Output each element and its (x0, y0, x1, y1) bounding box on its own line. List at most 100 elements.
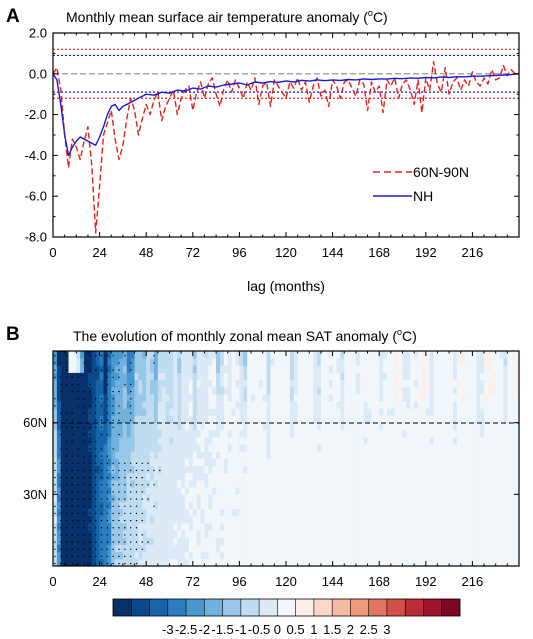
heatmap-cell (103, 365, 108, 373)
heatmap-cell (192, 458, 198, 467)
heatmap-cell (212, 444, 217, 452)
heatmap-cell (491, 537, 497, 545)
heatmap-cell (468, 451, 473, 459)
heatmap-cell (301, 394, 306, 402)
heatmap-cell (103, 451, 108, 459)
heatmap-cell (119, 544, 124, 553)
heatmap-cell (126, 501, 132, 510)
heatmap-cell (476, 394, 481, 402)
heatmap-cell (278, 530, 283, 538)
heatmap-cell (68, 422, 73, 431)
heatmap-cell (460, 394, 466, 402)
heatmap-cell (410, 551, 415, 560)
heatmap-cell (84, 394, 89, 402)
heatmap-cell (115, 365, 120, 373)
heatmap-cell (91, 494, 97, 502)
heatmap-cell (507, 458, 512, 467)
heatmap-cell (76, 472, 81, 481)
heatmap-cell (157, 494, 163, 502)
heatmap-cell (247, 408, 252, 416)
heatmap-cell (507, 394, 512, 402)
heatmap-cell (219, 530, 225, 538)
heatmap-cell (429, 472, 434, 481)
heatmap-cell (157, 458, 163, 467)
heatmap-cell (460, 544, 466, 553)
heatmap-cell (251, 429, 256, 438)
stipple-dot (83, 362, 85, 364)
heatmap-cell (297, 487, 302, 495)
heatmap-cell (196, 437, 201, 445)
heatmap-cell (406, 408, 411, 416)
heatmap-cell (270, 530, 275, 538)
heatmap-cell (449, 515, 454, 524)
heatmap-cell (146, 523, 151, 531)
stipple-dot (118, 491, 120, 493)
colorbar-swatch (368, 599, 388, 616)
heatmap-cell (324, 351, 330, 359)
heatmap-cell (91, 544, 97, 553)
heatmap-cell (119, 530, 124, 538)
heatmap-cell (270, 458, 275, 467)
heatmap-cell (390, 372, 396, 381)
heatmap-cell (414, 515, 419, 524)
heatmap-cell (99, 494, 104, 502)
stipple-dot (141, 462, 143, 464)
heatmap-cell (313, 480, 318, 488)
heatmap-cell (177, 465, 182, 474)
heatmap-cell (173, 508, 178, 517)
stipple-dot (95, 491, 97, 493)
heatmap-cell (313, 351, 318, 359)
stipple-dot (83, 519, 85, 522)
stipple-dot (54, 548, 56, 550)
heatmap-cell (200, 422, 205, 431)
stipple-dot (135, 484, 138, 486)
heatmap-cell (99, 365, 104, 373)
heatmap-cell (212, 372, 217, 381)
heatmap-cell (487, 551, 493, 560)
heatmap-cell (449, 444, 454, 452)
heatmap-cell (511, 451, 516, 459)
heatmap-cell (76, 365, 81, 373)
stipple-dot (60, 519, 62, 522)
heatmap-cell (390, 379, 396, 388)
heatmap-cell (324, 487, 330, 495)
heatmap-cell (414, 379, 419, 388)
heatmap-cell (56, 458, 62, 467)
heatmap-cell (204, 444, 209, 452)
heatmap-cell (386, 537, 392, 545)
heatmap-cell (425, 379, 431, 388)
heatmap-cell (511, 487, 516, 495)
heatmap-cell (456, 465, 462, 474)
heatmap-cell (91, 394, 97, 402)
heatmap-cell (219, 465, 225, 474)
heatmap-cell (414, 501, 419, 510)
heatmap-cell (185, 523, 190, 531)
heatmap-cell (95, 480, 100, 488)
stipple-dot (89, 441, 91, 443)
stipple-dot (130, 498, 132, 500)
heatmap-cell (286, 515, 291, 524)
heatmap-cell (107, 494, 112, 502)
heatmap-cell (418, 451, 423, 459)
heatmap-cell (309, 365, 314, 373)
heatmap-cell (150, 458, 155, 467)
stipple-dot (100, 527, 103, 529)
heatmap-cell (379, 508, 384, 517)
heatmap-cell (332, 379, 337, 388)
heatmap-cell (72, 487, 77, 495)
heatmap-cell (64, 351, 69, 359)
heatmap-cell (375, 365, 380, 373)
heatmap-cell (84, 429, 89, 438)
heatmap-cell (301, 558, 306, 566)
heatmap-cell (243, 401, 248, 409)
heatmap-cell (359, 480, 365, 488)
heatmap-cell (418, 372, 423, 381)
heatmap-cell (165, 394, 170, 402)
heatmap-cell (406, 501, 411, 510)
heatmap-cell (495, 465, 500, 474)
heatmap-cell (173, 480, 178, 488)
heatmap-cell (270, 544, 275, 553)
heatmap-cell (173, 487, 178, 495)
heatmap-cell (375, 386, 380, 395)
panel-a-legend: 60N-90N NH (373, 164, 469, 204)
